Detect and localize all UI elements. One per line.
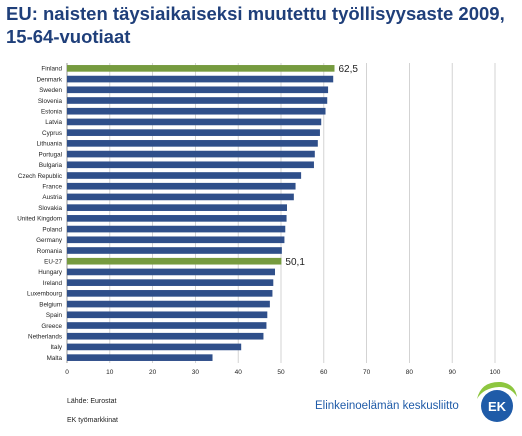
bar-slovakia [67,204,287,211]
bar-czech-republic [67,172,302,179]
category-label: Slovenia [38,98,63,105]
category-label: Denmark [36,76,62,83]
bar-malta [67,354,213,361]
x-tick-label: 60 [320,369,328,376]
bar-luxembourg [67,290,273,297]
category-label: Latvia [45,119,62,126]
bar-estonia [67,107,326,115]
category-label: Greece [41,323,62,330]
x-tick-label: 20 [149,369,157,376]
category-label: Estonia [41,109,63,116]
x-tick-label: 80 [406,369,414,376]
category-label: Italy [50,344,62,351]
category-label: Bulgaria [39,162,63,169]
bar-denmark [67,75,334,83]
x-tick-label: 90 [449,369,457,376]
bar-finland [67,65,335,72]
bar-italy [67,343,242,351]
category-label: Cyprus [42,130,62,137]
category-label: Ireland [43,280,63,287]
data-label: 62,5 [339,64,359,75]
bar-cyprus [67,129,320,136]
category-label: Austria [42,194,62,201]
chart-title-line-2: 15-64-vuotiaat [6,26,131,47]
footer-note: EK työmarkkinat [67,417,118,424]
data-labels: 62,5 50,1 [285,64,358,268]
x-tick-label: 40 [235,369,243,376]
bar-sweden [67,86,329,94]
bar-greece [67,322,267,329]
category-label: Netherlands [28,334,62,341]
bar-bulgaria [67,161,314,169]
category-label: France [42,184,62,191]
bar-belgium [67,300,270,308]
x-tick-label: 0 [65,369,69,376]
bar-poland [67,225,286,233]
category-label: Luxembourg [27,291,63,298]
category-label: Hungary [38,269,63,276]
bar-ireland [67,279,274,286]
x-tick-label: 30 [192,369,200,376]
logo-mark-text: EK [488,399,507,414]
category-label: Belgium [39,301,62,308]
category-label: Czech Republic [18,173,62,180]
bar-austria [67,193,294,201]
category-label: Romania [37,248,63,255]
bar-portugal [67,150,315,158]
category-label: Spain [46,312,63,319]
bar-germany [67,236,285,244]
bar-latvia [67,118,322,126]
bar-hungary [67,268,276,276]
organization-name: Elinkeinoelämän keskusliitto [315,400,459,412]
chart-title-line-1: EU: naisten täysiaikaiseksi muutettu työ… [6,3,505,24]
x-tick-label: 100 [490,369,501,376]
bar-united-kingdom [67,215,287,222]
bar-lithuania [67,140,318,147]
category-label: Slovakia [38,205,62,212]
bar-eu-27 [67,257,282,265]
chart-title: EU: naisten täysiaikaiseksi muutettu työ… [6,2,506,48]
category-label: Sweden [39,87,62,94]
x-tick-label: 10 [106,369,114,376]
data-label: 50,1 [285,257,305,268]
category-label: Lithuania [36,141,62,148]
category-label: Finland [41,66,62,73]
category-label: United Kingdom [17,216,62,223]
bar-spain [67,311,268,319]
x-tick-labels: 0 10 20 30 40 50 60 70 80 90 100 [65,369,501,376]
bar-netherlands [67,332,264,340]
category-labels: Finland Denmark Sweden Slovenia Estonia Latvi… [17,66,63,362]
x-tick-label: 70 [363,369,371,376]
category-label: Germany [36,237,63,244]
category-label: EU-27 [44,259,62,266]
bar-romania [67,247,282,254]
category-label: Portugal [39,151,62,158]
category-label: Poland [42,226,62,233]
category-label: Malta [47,355,63,362]
bar-slovenia [67,97,328,104]
ek-logo-icon: EK [477,381,517,422]
source-note: Lähde: Eurostat [67,398,117,405]
x-tick-label: 50 [277,369,285,376]
bar-france [67,182,296,190]
bars [67,65,335,361]
